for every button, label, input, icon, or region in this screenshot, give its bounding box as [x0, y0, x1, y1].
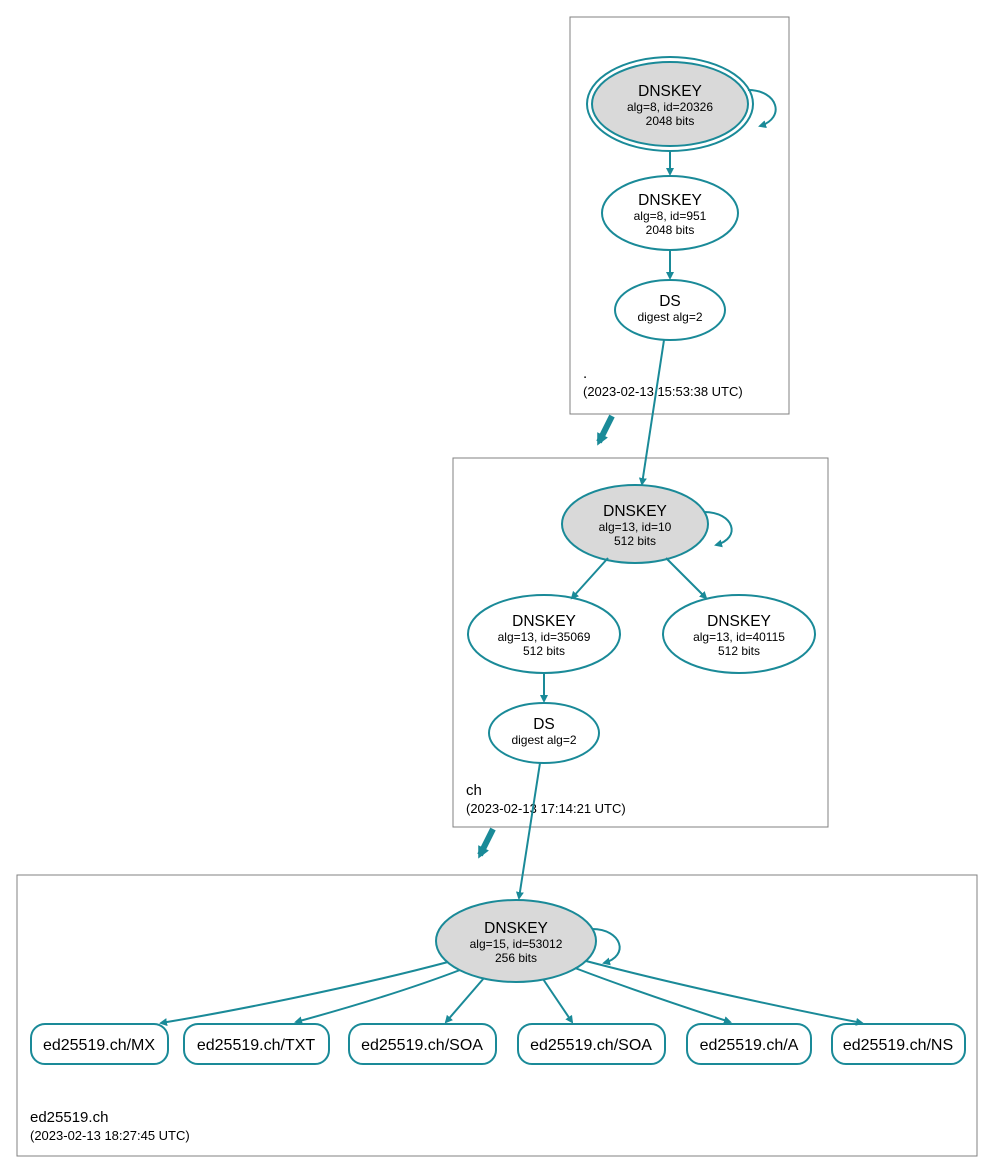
node-ch-ksk: DNSKEY alg=13, id=10 512 bits	[562, 485, 708, 563]
svg-text:ed25519.ch/MX: ed25519.ch/MX	[43, 1037, 155, 1054]
svg-text:DNSKEY: DNSKEY	[707, 613, 771, 630]
svg-text:ed25519.ch/TXT: ed25519.ch/TXT	[197, 1037, 316, 1054]
svg-text:512 bits: 512 bits	[718, 644, 760, 658]
node-domain-ksk: DNSKEY alg=15, id=53012 256 bits	[436, 900, 596, 982]
svg-text:ed25519.ch/NS: ed25519.ch/NS	[843, 1037, 953, 1054]
zone-label-domain: ed25519.ch	[30, 1109, 108, 1126]
edge-domksk-txt	[296, 970, 460, 1022]
svg-text:ed25519.ch/SOA: ed25519.ch/SOA	[530, 1037, 652, 1054]
rr-mx: ed25519.ch/MX	[31, 1024, 168, 1064]
zone-ts-domain: (2023-02-13 18:27:45 UTC)	[30, 1128, 190, 1143]
edge-chksk-chzsk1	[572, 558, 608, 598]
rr-txt: ed25519.ch/TXT	[184, 1024, 329, 1064]
rr-soa2: ed25519.ch/SOA	[518, 1024, 665, 1064]
svg-text:256 bits: 256 bits	[495, 951, 537, 965]
rr-ns: ed25519.ch/NS	[832, 1024, 965, 1064]
svg-text:alg=8, id=20326: alg=8, id=20326	[627, 100, 713, 114]
rr-soa1: ed25519.ch/SOA	[349, 1024, 496, 1064]
edge-ch-to-domain	[480, 829, 493, 855]
zone-ts-ch: (2023-02-13 17:14:21 UTC)	[466, 801, 626, 816]
svg-text:DNSKEY: DNSKEY	[484, 920, 548, 937]
svg-text:ed25519.ch/A: ed25519.ch/A	[700, 1037, 799, 1054]
edge-chksk-chzsk2	[666, 558, 706, 598]
node-root-ksk: DNSKEY alg=8, id=20326 2048 bits	[587, 57, 753, 151]
node-ch-zsk2: DNSKEY alg=13, id=40115 512 bits	[663, 595, 815, 673]
node-ch-ds: DS digest alg=2	[489, 703, 599, 763]
svg-text:alg=13, id=10: alg=13, id=10	[599, 520, 672, 534]
svg-text:DNSKEY: DNSKEY	[638, 192, 702, 209]
svg-text:512 bits: 512 bits	[523, 644, 565, 658]
zone-label-ch: ch	[466, 782, 482, 799]
svg-text:digest alg=2: digest alg=2	[637, 310, 702, 324]
svg-text:DS: DS	[659, 293, 681, 310]
edge-domksk-soa1	[446, 978, 484, 1022]
dnssec-chain-diagram: . (2023-02-13 15:53:38 UTC) DNSKEY alg=8…	[0, 0, 995, 1173]
svg-text:alg=13, id=35069: alg=13, id=35069	[498, 630, 591, 644]
svg-text:DS: DS	[533, 716, 555, 733]
svg-text:512 bits: 512 bits	[614, 534, 656, 548]
svg-text:alg=13, id=40115: alg=13, id=40115	[693, 630, 785, 644]
svg-text:ed25519.ch/SOA: ed25519.ch/SOA	[361, 1037, 483, 1054]
svg-text:DNSKEY: DNSKEY	[512, 613, 576, 630]
edge-rootds-chksk	[642, 340, 664, 484]
edge-domksk-mx	[161, 962, 448, 1023]
svg-text:DNSKEY: DNSKEY	[638, 83, 702, 100]
node-root-zsk: DNSKEY alg=8, id=951 2048 bits	[602, 176, 738, 250]
edge-chds-domksk	[519, 763, 540, 898]
svg-text:alg=15, id=53012: alg=15, id=53012	[470, 937, 563, 951]
edge-domksk-a	[575, 968, 730, 1022]
zone-ts-root: (2023-02-13 15:53:38 UTC)	[583, 384, 743, 399]
node-ch-zsk1: DNSKEY alg=13, id=35069 512 bits	[468, 595, 620, 673]
rr-a: ed25519.ch/A	[687, 1024, 811, 1064]
edge-root-to-ch	[599, 416, 612, 442]
edge-domksk-soa2	[543, 979, 572, 1022]
svg-text:DNSKEY: DNSKEY	[603, 503, 667, 520]
edge-domksk-ns	[586, 961, 862, 1023]
svg-text:alg=8, id=951: alg=8, id=951	[634, 209, 707, 223]
zone-label-root: .	[583, 365, 587, 382]
svg-text:2048 bits: 2048 bits	[646, 223, 695, 237]
svg-text:2048 bits: 2048 bits	[646, 114, 695, 128]
svg-text:digest alg=2: digest alg=2	[511, 733, 576, 747]
node-root-ds: DS digest alg=2	[615, 280, 725, 340]
